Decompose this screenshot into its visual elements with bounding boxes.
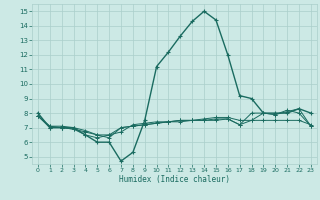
X-axis label: Humidex (Indice chaleur): Humidex (Indice chaleur) — [119, 175, 230, 184]
